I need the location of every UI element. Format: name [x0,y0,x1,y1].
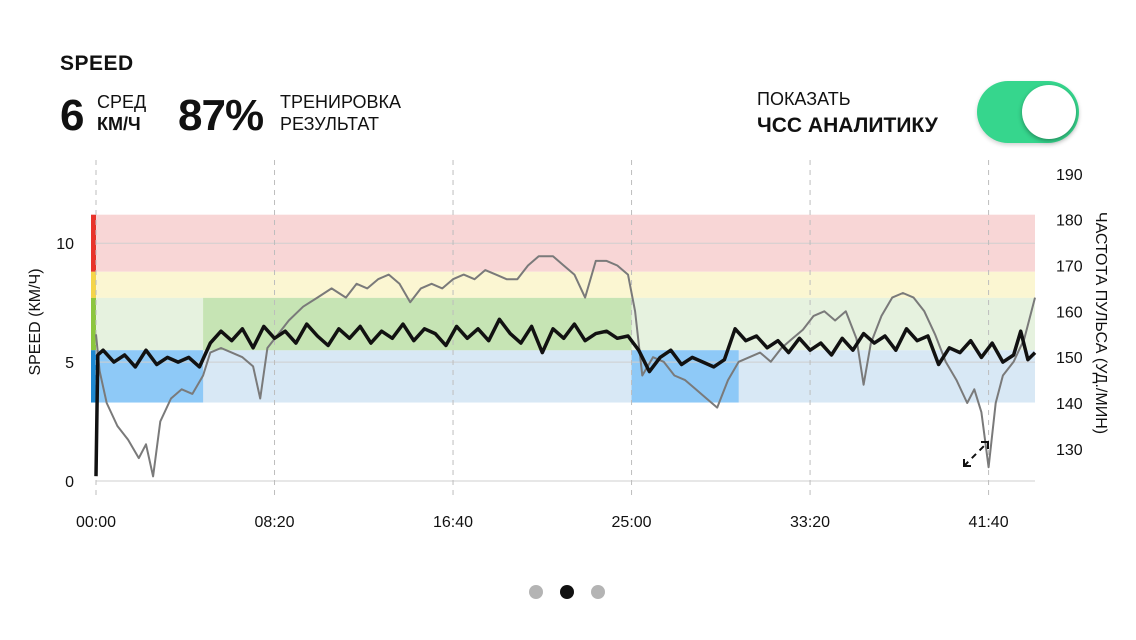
zone-segment-blue [631,350,739,403]
x-tick-label: 08:20 [254,514,294,531]
chart-title: SPEED [60,52,134,75]
toggle-knob[interactable] [1022,85,1076,139]
x-tick-label: 16:40 [433,514,473,531]
score-label-top: ТРЕНИРОВКА [280,92,402,112]
zone-band-blue [96,350,1035,403]
workout-score-value: 87% [178,91,264,140]
zone-segment-green [203,297,632,351]
y2-tick-label: 140 [1056,396,1083,413]
score-label-bottom: РЕЗУЛЬТАТ [280,114,379,134]
show-hr-label: ПОКАЗАТЬ [757,89,851,109]
x-tick-label: 00:00 [76,514,116,531]
y2-axis-label: ЧАСТОТА ПУЛЬСА (УД./МИН) [1092,212,1109,434]
series-line-speed [94,317,1037,477]
zone-band-yellow [96,271,1035,298]
hr-analytics-toggle[interactable] [977,81,1079,143]
y2-tick-label: 160 [1056,304,1083,321]
y2-tick-label: 150 [1056,350,1083,367]
x-tick-label: 33:20 [790,514,830,531]
page-dot[interactable] [591,585,605,599]
avg-speed-label: СРЕД КМ/Ч [97,91,146,135]
y-axis-label: SPEED (КМ/Ч) [27,268,44,375]
y-tick-label: 0 [65,474,74,491]
avg-label-top: СРЕД [97,92,147,112]
workout-score-label: ТРЕНИРОВКА РЕЗУЛЬТАТ [280,91,401,135]
y-tick-label: 5 [65,355,74,372]
page-dot-active[interactable] [560,585,574,599]
hr-analytics-label: ЧСС АНАЛИТИКУ [757,114,938,137]
x-tick-label: 25:00 [612,514,652,531]
y2-tick-label: 130 [1056,442,1083,459]
y2-tick-label: 170 [1056,258,1083,275]
page-dot[interactable] [529,585,543,599]
avg-speed-value: 6 [60,91,85,140]
x-tick-label: 41:40 [969,514,1009,531]
zone-edge-green [91,297,96,351]
avg-label-unit: КМ/Ч [97,114,141,134]
series-line-heart-rate [95,255,1036,478]
y2-tick-label: 180 [1056,213,1083,230]
zone-edge-blue [91,350,96,403]
y-tick-label: 10 [56,236,74,253]
y2-tick-label: 190 [1056,167,1083,184]
zone-edge-red [91,214,96,272]
pagination-dots [529,585,605,599]
expand-icon[interactable] [960,438,992,470]
zone-edge-yellow [91,271,96,298]
